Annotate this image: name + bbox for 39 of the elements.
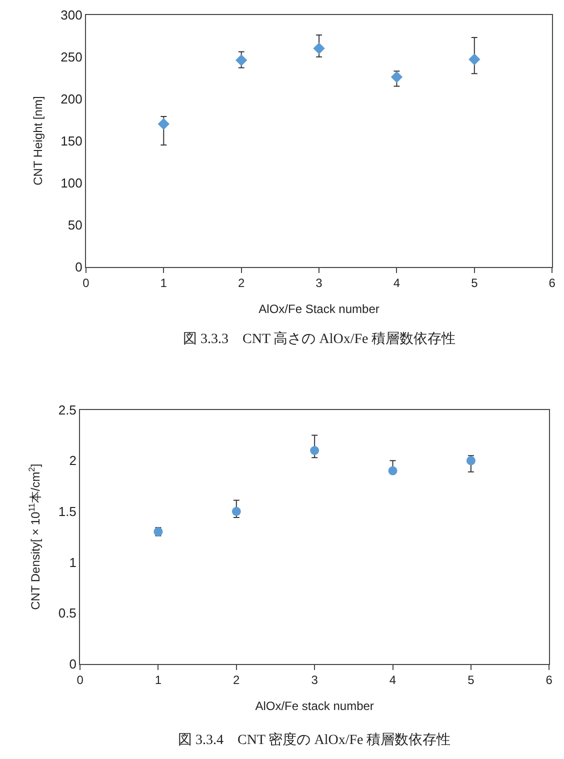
y-tick-label: 0	[69, 656, 76, 672]
y-tick-label: 50	[68, 217, 82, 232]
x-tick-label: 1	[160, 276, 168, 290]
y-tick-label: 100	[60, 175, 82, 190]
point	[388, 466, 398, 476]
y-tick-label: 2.5	[58, 402, 76, 418]
x-tick-label: 2	[238, 276, 245, 290]
x-tick-label: 6	[546, 673, 553, 688]
y-tick-label: 1.5	[58, 504, 76, 519]
point	[235, 54, 248, 66]
y-tick-label: 0.5	[58, 606, 76, 621]
y-tick-label: 250	[60, 49, 82, 64]
x-tick-label: 6	[548, 276, 556, 290]
x-tick-label: 3	[311, 673, 318, 688]
point	[232, 506, 241, 516]
y-tick-label: 150	[60, 133, 82, 148]
y-tick-label: 0	[75, 259, 82, 274]
point	[158, 118, 170, 130]
point	[313, 42, 325, 54]
x-tick-label: 5	[468, 673, 475, 688]
point	[468, 54, 480, 66]
point	[466, 456, 476, 466]
y-tick-label: 200	[60, 91, 82, 106]
x-axis-title: AlOx/Fe stack number	[255, 699, 374, 714]
x-tick-label: 4	[393, 276, 400, 290]
y-tick-label: 300	[60, 7, 82, 22]
x-axis-title: AlOx/Fe Stack number	[258, 302, 380, 316]
caption: 図 3.3.4 CNT 密度の AlOx/Fe 積層数依存性	[178, 732, 451, 748]
y-axis-title: CNT Height [nm]	[30, 96, 45, 186]
x-tick-label: 5	[471, 276, 478, 290]
point	[310, 446, 320, 455]
caption: 図 3.3.3 CNT 高さの AlOx/Fe 積層数依存性	[183, 331, 456, 347]
x-tick-label: 4	[389, 673, 396, 688]
x-tick-label: 2	[233, 673, 240, 688]
y-tick-label: 2	[69, 453, 76, 468]
point	[390, 71, 403, 83]
x-tick-label: 1	[154, 673, 162, 688]
y-tick-label: 1	[69, 554, 76, 570]
x-tick-label: 3	[316, 276, 323, 290]
